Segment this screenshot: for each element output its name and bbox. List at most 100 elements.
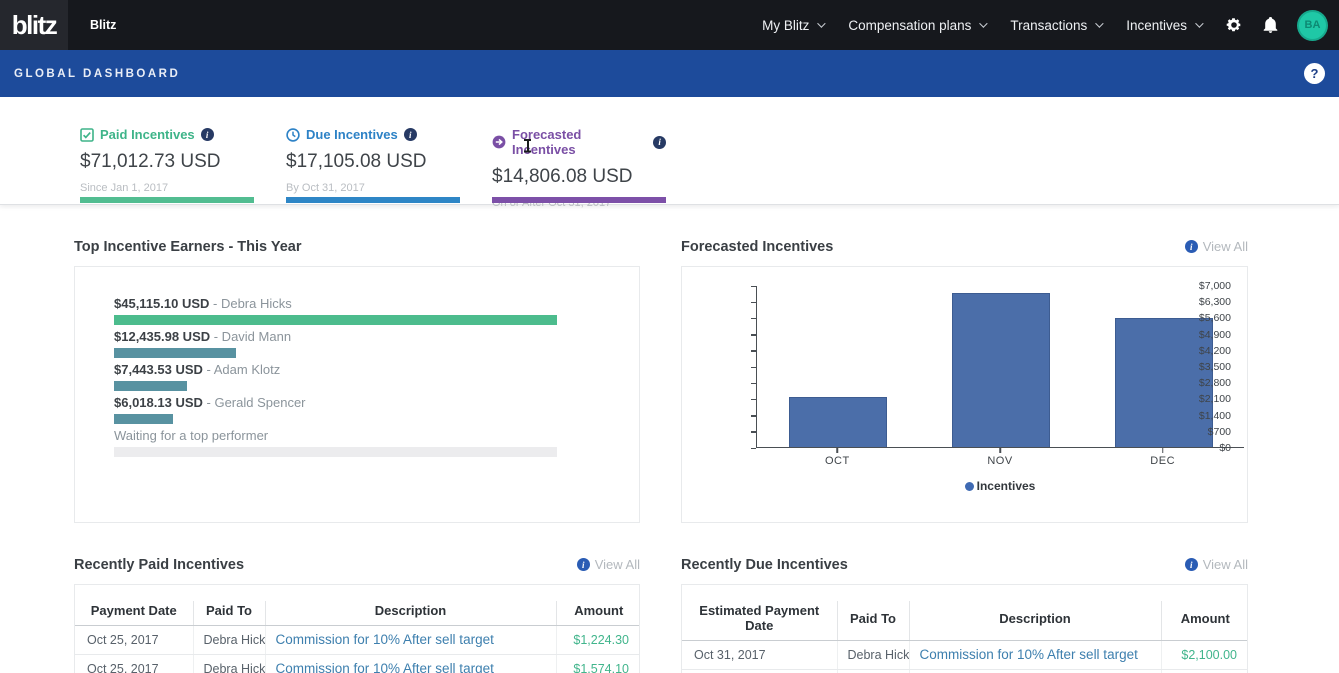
info-icon: i bbox=[1184, 558, 1198, 571]
panel-title: Recently Paid Incentives bbox=[74, 556, 245, 573]
checkbox-check-icon bbox=[80, 127, 94, 142]
bell-icon[interactable] bbox=[1263, 17, 1278, 33]
chart-bar-nov[interactable] bbox=[952, 293, 1050, 447]
legend-dot-icon bbox=[964, 481, 974, 491]
top-earners-list: $45,115.10 USD - Debra Hicks $12,435.98 U… bbox=[75, 267, 639, 457]
paid-to-cell: Debra Hicks bbox=[193, 625, 266, 655]
chevron-down-icon bbox=[1095, 19, 1104, 28]
y-axis-tick-label: $2,100 bbox=[1198, 393, 1231, 406]
kpi-value: $71,012.73 USD bbox=[80, 151, 221, 172]
nav-item-label: My Blitz bbox=[762, 17, 810, 33]
view-all-link[interactable]: i View All bbox=[576, 557, 640, 572]
info-icon[interactable]: i bbox=[200, 128, 214, 141]
panel-title: Recently Due Incentives bbox=[681, 556, 848, 573]
earner-bar bbox=[114, 348, 237, 358]
top-earners-panel: Top Incentive Earners - This Year $45,11… bbox=[74, 205, 640, 523]
page-header-bar: GLOBAL DASHBOARD ? bbox=[0, 50, 1339, 97]
kpi-value: $17,105.08 USD bbox=[286, 151, 427, 172]
info-icon[interactable]: i bbox=[653, 135, 666, 149]
y-axis-tick-label: $2,800 bbox=[1198, 377, 1231, 390]
earner-row: $45,115.10 USD - Debra Hicks bbox=[114, 296, 639, 325]
earner-label: $6,018.13 USD - Gerald Spencer bbox=[114, 395, 306, 410]
navbar-menu: My Blitz Compensation plans Transactions… bbox=[762, 11, 1339, 39]
chart-bar-oct[interactable] bbox=[789, 397, 888, 447]
gear-icon[interactable] bbox=[1226, 17, 1242, 33]
paid-to-cell: Debra Hicks bbox=[837, 640, 910, 670]
chart-bar-dec[interactable] bbox=[1114, 318, 1213, 447]
kpi-accent-bar bbox=[286, 197, 460, 203]
info-icon[interactable]: i bbox=[403, 128, 417, 141]
recently-due-panel: Recently Due Incentives i View All Estim… bbox=[681, 523, 1248, 673]
y-axis-tick-label: $700 bbox=[1207, 425, 1231, 438]
nav-item-transactions[interactable]: Transactions bbox=[1010, 17, 1104, 33]
nav-item-incentives[interactable]: Incentives bbox=[1126, 17, 1204, 33]
description-link[interactable]: Commission for 10% After sell target bbox=[265, 654, 557, 673]
panel-title: Forecasted Incentives bbox=[681, 238, 834, 255]
user-avatar[interactable]: BA bbox=[1299, 11, 1326, 39]
description-link[interactable]: Commission for 5% Net Sales bbox=[909, 669, 1162, 673]
x-axis-tick-label: OCT bbox=[824, 455, 850, 467]
view-all-label: View All bbox=[1202, 557, 1248, 572]
forecast-bar-chart: $7,000 $6,300 $5,600 $4,900 $4,200 $3,500 $2,8… bbox=[682, 267, 1247, 522]
payment-date-cell: Oct 31, 2017 bbox=[682, 669, 838, 673]
kpi-accent-bar bbox=[80, 197, 254, 203]
top-navbar: blitz Blitz My Blitz Compensation plans … bbox=[0, 0, 1339, 50]
chart-legend: Incentives bbox=[756, 479, 1244, 493]
nav-item-label: Compensation plans bbox=[848, 17, 972, 33]
table-row: Oct 31, 2017David MannCommission for 5% … bbox=[682, 669, 1247, 673]
blitz-logo[interactable]: blitz bbox=[0, 0, 68, 50]
earner-label: $45,115.10 USD - Debra Hicks bbox=[114, 296, 292, 311]
chevron-down-icon bbox=[817, 19, 827, 28]
y-axis-tick-label: $7,000 bbox=[1198, 280, 1231, 292]
view-all-link[interactable]: i View All bbox=[1184, 239, 1248, 254]
column-header: Amount bbox=[1161, 601, 1247, 641]
earner-bar bbox=[114, 381, 188, 391]
kpi-period: By Oct 31, 2017 bbox=[286, 182, 365, 194]
nav-item-compensation-plans[interactable]: Compensation plans bbox=[848, 17, 989, 33]
description-link[interactable]: Commission for 10% After sell target bbox=[909, 640, 1162, 670]
nav-item-my-blitz[interactable]: My Blitz bbox=[762, 17, 827, 33]
earner-placeholder-row: Waiting for a top performer bbox=[114, 428, 639, 457]
chart-plot-area bbox=[756, 286, 1244, 448]
info-icon: i bbox=[1184, 240, 1198, 253]
x-axis-tick-label: NOV bbox=[987, 455, 1013, 467]
blitz-logo-text: blitz bbox=[11, 9, 58, 40]
kpi-card-forecasted-incentives: Forecasted Incentives i $14,806.08 USD O… bbox=[492, 97, 666, 209]
y-axis-tick-label: $3,500 bbox=[1198, 361, 1231, 373]
amount-cell: $787.05 bbox=[1161, 669, 1247, 673]
panel-title: Top Incentive Earners - This Year bbox=[74, 238, 302, 255]
kpi-card-paid-incentives: Paid Incentives i $71,012.73 USD Since J… bbox=[80, 97, 254, 204]
recently-paid-table: Payment Date Paid To Description Amount Oct … bbox=[75, 601, 639, 673]
nav-item-label: Incentives bbox=[1126, 17, 1187, 33]
app-label: Blitz bbox=[90, 18, 117, 32]
kpi-label: Paid Incentives bbox=[100, 127, 195, 142]
y-axis-tick-label: $0 bbox=[1219, 442, 1231, 454]
paid-to-cell: Debra Hicks bbox=[193, 654, 266, 673]
payment-date-cell: Oct 25, 2017 bbox=[75, 654, 194, 673]
view-all-label: View All bbox=[1202, 239, 1248, 254]
table-row: Oct 25, 2017 Debra Hicks Commission for 10… bbox=[75, 625, 639, 655]
nav-item-label: Transactions bbox=[1010, 17, 1088, 33]
earner-row: $7,443.53 USD - Adam Klotz bbox=[114, 362, 639, 391]
y-axis-tick-label: $5,600 bbox=[1198, 312, 1231, 325]
y-axis-tick-label: $6,300 bbox=[1198, 296, 1231, 309]
payment-date-cell: Oct 25, 2017 bbox=[75, 625, 194, 655]
earner-label: $7,443.53 USD - Adam Klotz bbox=[114, 362, 281, 377]
mouse-cursor bbox=[524, 139, 531, 152]
table-row: Oct 25, 2017 Debra Hicks Commission for 10… bbox=[75, 654, 639, 673]
view-all-link[interactable]: i View All bbox=[1184, 557, 1248, 572]
dashboard-grid: Top Incentive Earners - This Year $45,11… bbox=[74, 205, 1248, 673]
page-title: GLOBAL DASHBOARD bbox=[14, 67, 181, 80]
description-link[interactable]: Commission for 10% After sell target bbox=[265, 625, 557, 655]
recently-due-table: Estimated Payment Date Paid To Description… bbox=[682, 601, 1247, 673]
earner-row: $12,435.98 USD - David Mann bbox=[114, 329, 639, 358]
column-header: Payment Date bbox=[75, 601, 194, 626]
chevron-down-icon bbox=[979, 19, 989, 28]
kpi-accent-bar bbox=[492, 197, 666, 203]
recently-paid-panel: Recently Paid Incentives i View All Paym… bbox=[74, 523, 640, 673]
forecasted-incentives-panel: Forecasted Incentives i View All $7,000 $… bbox=[681, 205, 1248, 523]
y-axis-tick-label: $4,900 bbox=[1198, 328, 1231, 341]
view-all-label: View All bbox=[594, 557, 640, 572]
help-icon[interactable]: ? bbox=[1304, 63, 1325, 84]
earner-label: $12,435.98 USD - David Mann bbox=[114, 329, 292, 344]
